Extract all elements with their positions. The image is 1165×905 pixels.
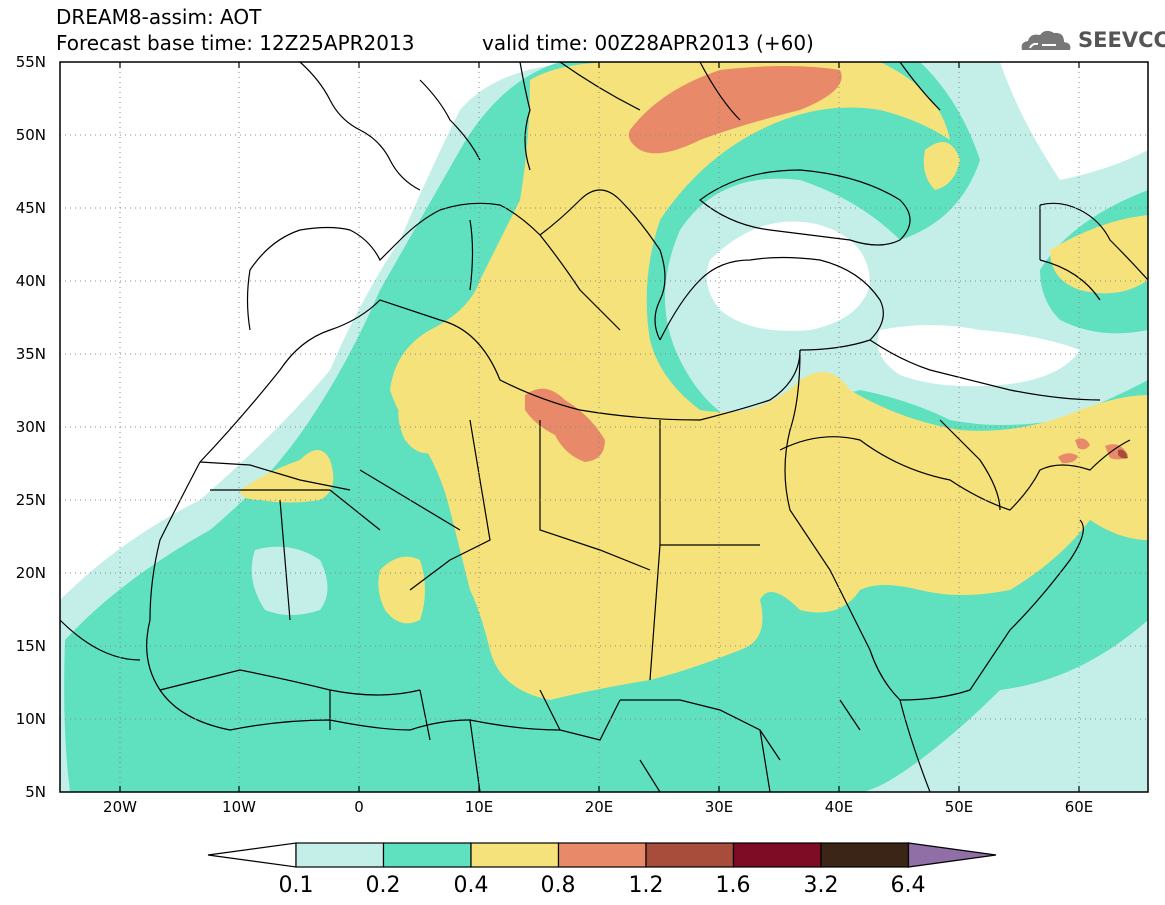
aot-contours xyxy=(60,62,1148,792)
colorbar-level-label: 1.6 xyxy=(716,873,751,898)
colorbar-level-label: 0.8 xyxy=(541,873,576,898)
lon-tick-label: 10W xyxy=(222,798,256,816)
lat-tick-label: 20N xyxy=(16,564,46,582)
lat-tick-label: 25N xyxy=(16,491,46,509)
lat-tick-label: 50N xyxy=(16,126,46,144)
coastlines xyxy=(60,62,1148,792)
colorbar-swatch xyxy=(557,842,647,868)
colorbar-level-label: 1.2 xyxy=(629,873,664,898)
lon-tick-label: 10E xyxy=(465,798,494,816)
lat-tick-label: 40N xyxy=(16,272,46,290)
base-time-label: Forecast base time: 12Z25APR2013 xyxy=(56,31,415,55)
lon-tick-label: 30E xyxy=(705,798,734,816)
lat-tick-label: 35N xyxy=(16,345,46,363)
lon-tick-label: 0 xyxy=(354,798,364,816)
lon-axis: 20W 10W 0 10E 20E 30E 40E 50E 60E xyxy=(103,798,1093,816)
lat-tick-label: 15N xyxy=(16,637,46,655)
colorbar-level-label: 6.4 xyxy=(891,873,926,898)
map-title: DREAM8-assim: AOT xyxy=(56,5,262,29)
colorbar-swatch xyxy=(295,842,385,868)
colorbar-labels: 0.1 0.2 0.4 0.8 1.2 1.6 3.2 6.4 xyxy=(279,873,926,898)
colorbar-level-label: 0.4 xyxy=(454,873,489,898)
colorbar-swatch xyxy=(382,842,472,868)
lon-tick-label: 50E xyxy=(945,798,974,816)
colorbar-min-arrow xyxy=(207,842,297,868)
colorbar-level-label: 0.1 xyxy=(279,873,314,898)
colorbar-level-label: 3.2 xyxy=(804,873,839,898)
colorbar-swatch xyxy=(645,842,735,868)
lon-tick-label: 20W xyxy=(103,798,137,816)
valid-time-label: valid time: 00Z28APR2013 (+60) xyxy=(482,31,814,55)
lat-tick-label: 45N xyxy=(16,199,46,217)
lon-tick-label: 40E xyxy=(825,798,854,816)
map-frame xyxy=(59,61,1149,793)
colorbar-max-arrow xyxy=(907,842,997,868)
contour-0.8 xyxy=(628,66,842,154)
colorbar-swatch xyxy=(470,842,560,868)
lat-tick-label: 55N xyxy=(16,53,46,71)
lat-tick-label: 30N xyxy=(16,418,46,436)
lon-tick-label: 60E xyxy=(1065,798,1094,816)
graticule xyxy=(60,62,1148,792)
colorbar xyxy=(207,842,997,868)
lon-tick-label: 20E xyxy=(585,798,614,816)
cloud-logo-icon xyxy=(1021,30,1071,50)
lat-axis: 55N 50N 45N 40N 35N 30N 25N 20N 15N 10N … xyxy=(16,53,46,801)
colorbar-swatch xyxy=(732,842,822,868)
colorbar-level-label: 0.2 xyxy=(366,873,401,898)
lat-tick-label: 10N xyxy=(16,710,46,728)
contour-0.4 xyxy=(390,62,1148,700)
logo-text: SEEVCCC xyxy=(1078,28,1165,52)
lat-tick-label: 5N xyxy=(25,783,46,801)
colorbar-swatch xyxy=(820,842,910,868)
